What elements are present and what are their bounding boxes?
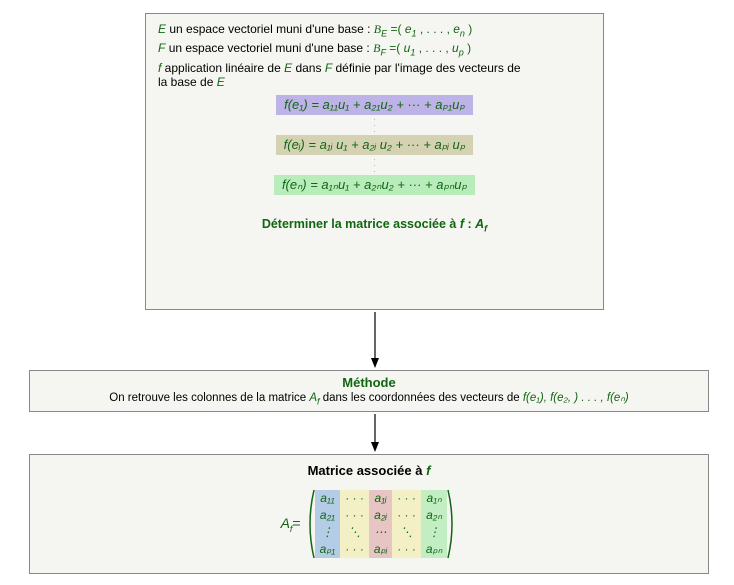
eq1: f(e₁) = a₁₁u₁ + a₂₁u₂ + ··· + aₚ₁uₚ xyxy=(276,95,473,115)
matrix-cell: ⋯ xyxy=(369,524,392,541)
sym-E: E xyxy=(158,22,166,36)
matrix-cell: a₁ₙ xyxy=(421,490,448,507)
matrix-cell: · · · xyxy=(392,490,421,507)
mt-pre: Matrice associée à xyxy=(308,463,427,478)
matrix-row: a₂₁· · ·a₂ᵢ· · ·a₂ₙ xyxy=(315,507,448,524)
prompt-pre: Déterminer la matrice associée à xyxy=(262,217,460,231)
Af-A: A xyxy=(281,515,290,531)
mb-As: f xyxy=(317,396,320,406)
ens: n xyxy=(460,28,465,38)
mb-fes: f(e₁), f(e₂, ) . . . , f(eₙ) xyxy=(523,392,629,404)
dots: , . . . , xyxy=(419,41,452,55)
line-E: E un espace vectoriel muni d'une base : … xyxy=(158,22,591,38)
end: ) xyxy=(468,22,472,36)
paren-left-icon xyxy=(305,488,315,560)
matrix-cell: a₂ᵢ xyxy=(369,507,392,524)
paren-right-icon xyxy=(447,488,457,560)
Af-label: Af= xyxy=(281,515,301,534)
basis-sub-F: F xyxy=(380,48,386,58)
matrix-cell: ⋱ xyxy=(392,524,421,541)
txt: application linéaire de xyxy=(165,61,284,75)
matrix-cell: ⋱ xyxy=(340,524,369,541)
matrix-title: Matrice associée à f xyxy=(38,463,700,478)
mb-A: A xyxy=(309,392,317,404)
matrix-cell: ⋮ xyxy=(421,524,448,541)
end: ) xyxy=(467,41,471,55)
matrix-row: a₁₁· · ·a₁ᵢ· · ·a₁ₙ xyxy=(315,490,448,507)
matrix-wrap: Af= a₁₁· · ·a₁ᵢ· · ·a₁ₙa₂₁· · ·a₂ᵢ· · ·a… xyxy=(38,488,700,560)
up: u xyxy=(452,41,459,55)
sym-f: f xyxy=(158,61,165,75)
matrix-cell: aₚ₁ xyxy=(315,541,341,558)
mt-f: f xyxy=(426,463,430,478)
prompt-A: A xyxy=(475,217,484,231)
mb-mid: dans les coordonnées des vecteurs de xyxy=(323,392,523,404)
prompt-colon: : xyxy=(468,217,476,231)
matrix-cell: a₂ₙ xyxy=(421,507,448,524)
dots: , . . . , xyxy=(420,22,453,36)
prompt-As: f xyxy=(484,223,487,233)
mb-pre: On retrouve les colonnes de la matrice xyxy=(109,392,309,404)
eq2: f(eᵢ) = a₁ᵢ u₁ + a₂ᵢ u₂ + ··· + aₚᵢ uₚ xyxy=(276,135,474,155)
matrix-row: aₚ₁· · ·aₚᵢ· · ·aₚₙ xyxy=(315,541,448,558)
line-f-def2: la base de E xyxy=(158,75,591,89)
Af-eq: = xyxy=(292,515,300,531)
ups: p xyxy=(459,48,464,58)
matrix-cell: a₁₁ xyxy=(315,490,341,507)
matrix-cell: · · · xyxy=(340,541,369,558)
matrix-cell: aₚᵢ xyxy=(369,541,392,558)
vdots-1: ... xyxy=(158,116,591,134)
arrow-1 xyxy=(370,312,380,370)
prompt: Déterminer la matrice associée à f : Af xyxy=(158,217,591,234)
prompt-f: f xyxy=(460,217,464,231)
eq-row-i: f(eᵢ) = a₁ᵢ u₁ + a₂ᵢ u₂ + ··· + aₚᵢ uₚ xyxy=(158,135,591,155)
txt: un espace vectoriel muni d'une base : xyxy=(169,22,373,36)
arrow-2 xyxy=(370,414,380,454)
matrix-row: ⋮⋱⋯⋱⋮ xyxy=(315,524,448,541)
basis-sub-E: E xyxy=(381,28,387,38)
matrix-cell: aₚₙ xyxy=(421,541,448,558)
eq: =( xyxy=(390,22,401,36)
matrix-cell: · · · xyxy=(392,541,421,558)
matrix-box: Matrice associée à f Af= a₁₁· · ·a₁ᵢ· · … xyxy=(29,454,709,574)
vdots-2: ... xyxy=(158,156,591,174)
u1s: 1 xyxy=(410,48,415,58)
eq: =( xyxy=(389,41,400,55)
matrix-cell: · · · xyxy=(340,490,369,507)
e1s: 1 xyxy=(412,28,417,38)
matrix-cell: · · · xyxy=(340,507,369,524)
e1: e xyxy=(405,22,412,36)
method-body: On retrouve les colonnes de la matrice A… xyxy=(34,390,704,406)
method-box: Méthode On retrouve les colonnes de la m… xyxy=(29,370,709,412)
matrix-cell: a₂₁ xyxy=(315,507,341,524)
en: e xyxy=(453,22,460,36)
line-F: F un espace vectoriel muni d'une base : … xyxy=(158,41,591,57)
definition-box: E un espace vectoriel muni d'une base : … xyxy=(145,13,604,310)
matrix-table: a₁₁· · ·a₁ᵢ· · ·a₁ₙa₂₁· · ·a₂ᵢ· · ·a₂ₙ⋮⋱… xyxy=(315,490,448,558)
line-f-def1: f application linéaire de E dans F défin… xyxy=(158,61,591,75)
matrix-cell: · · · xyxy=(392,507,421,524)
eq-row-1: f(e₁) = a₁₁u₁ + a₂₁u₂ + ··· + aₚ₁uₚ xyxy=(158,95,591,115)
matrix-cell: a₁ᵢ xyxy=(369,490,392,507)
eq-row-n: f(eₙ) = a₁ₙu₁ + a₂ₙu₂ + ··· + aₚₙuₚ xyxy=(158,175,591,195)
method-title: Méthode xyxy=(34,375,704,390)
matrix-cell: ⋮ xyxy=(315,524,341,541)
eq3: f(eₙ) = a₁ₙu₁ + a₂ₙu₂ + ··· + aₚₙuₚ xyxy=(274,175,475,195)
sym-F: F xyxy=(158,41,165,55)
txt: un espace vectoriel muni d'une base : xyxy=(169,41,373,55)
